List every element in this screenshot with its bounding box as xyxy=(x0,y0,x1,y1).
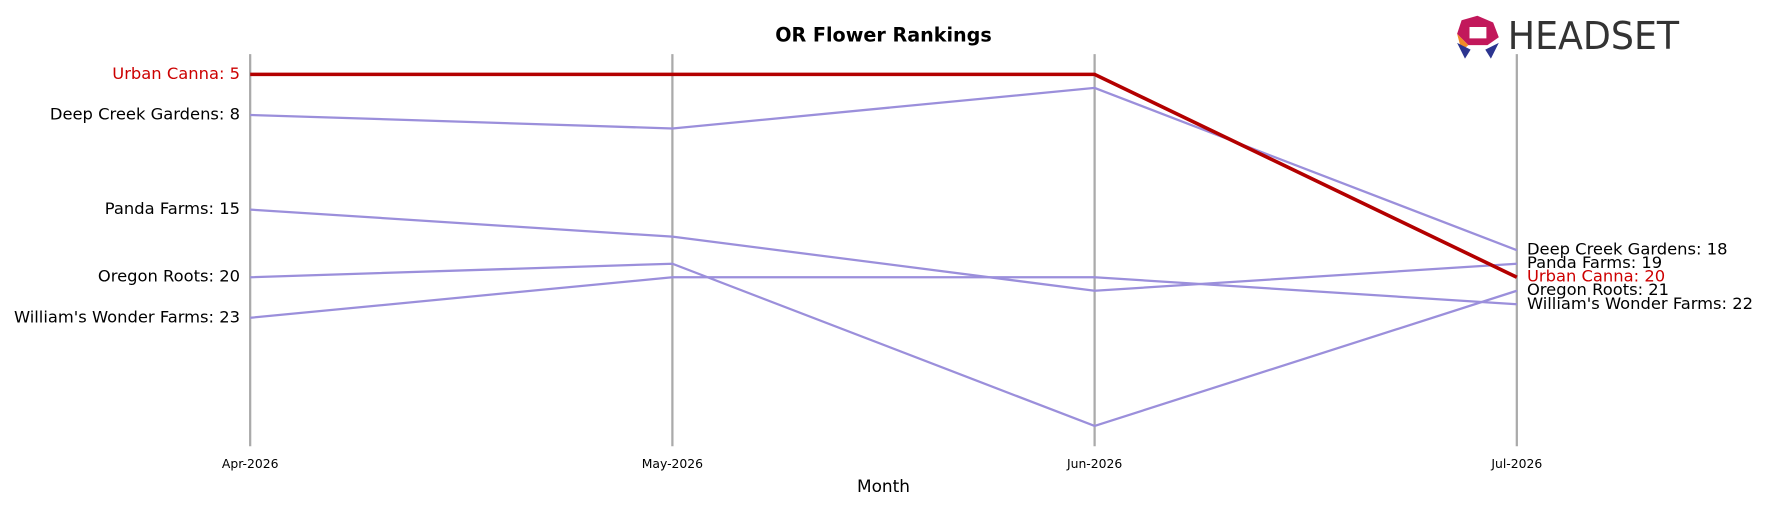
series-line xyxy=(250,276,1517,319)
x-tick-label: May-2026 xyxy=(642,456,703,471)
x-axis-label: Month xyxy=(857,476,910,496)
chart-title: OR Flower Rankings xyxy=(775,24,992,47)
series-line xyxy=(250,262,1518,428)
value-label: Panda Farms: 15 xyxy=(105,199,240,218)
value-label: Oregon Roots: 20 xyxy=(98,267,240,286)
logo-icon xyxy=(1469,27,1487,39)
value-label: Deep Creek Gardens: 18 xyxy=(1527,240,1728,259)
series-line xyxy=(250,72,1518,279)
x-tick-label: Jun-2026 xyxy=(1066,456,1122,471)
series-line xyxy=(250,208,1517,292)
value-label: Urban Canna: 20 xyxy=(1527,267,1665,286)
logo-icon xyxy=(1485,42,1499,59)
value-label: William's Wonder Farms: 22 xyxy=(1527,294,1753,313)
series-line xyxy=(250,86,1518,252)
x-tick-label: Jul-2026 xyxy=(1490,456,1542,471)
value-label: Deep Creek Gardens: 8 xyxy=(50,104,240,123)
logo-text: HEADSET xyxy=(1508,14,1680,59)
x-tick-label: Apr-2026 xyxy=(222,456,279,471)
logo-icon xyxy=(1457,33,1469,51)
value-label: William's Wonder Farms: 23 xyxy=(14,307,240,326)
value-label: Panda Farms: 19 xyxy=(1527,253,1662,272)
value-label: Urban Canna: 5 xyxy=(112,64,240,83)
logo: HEADSET xyxy=(1457,14,1680,59)
value-label: Oregon Roots: 21 xyxy=(1527,280,1669,299)
logo-icon xyxy=(1457,42,1471,59)
